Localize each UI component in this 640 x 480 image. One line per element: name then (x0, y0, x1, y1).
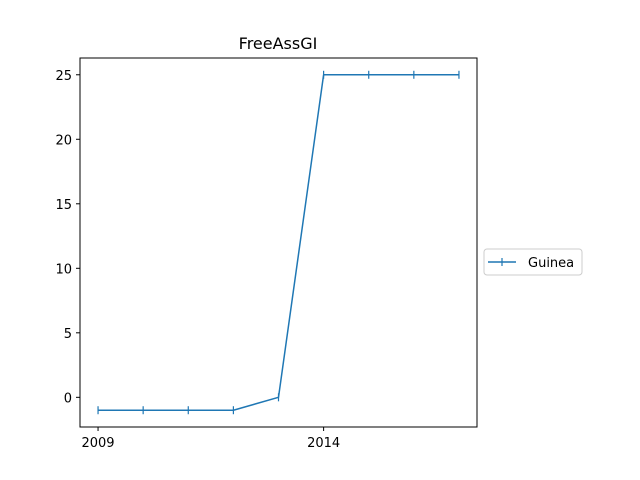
plot-area (97, 70, 460, 415)
y-tick-label: 0 (64, 391, 72, 406)
chart-title: FreeAssGI (239, 34, 318, 53)
y-tick-label: 20 (55, 133, 72, 148)
y-tick-label: 15 (55, 198, 72, 213)
plot-frame (79, 57, 478, 428)
y-tick-label: 25 (55, 69, 72, 84)
legend-box (483, 248, 583, 276)
y-tick-label: 5 (64, 327, 72, 342)
x-tick-label: 2014 (307, 436, 340, 451)
legend: Guinea (483, 248, 583, 276)
x-tick-label: 2009 (81, 436, 114, 451)
x-axis: 2009 2014 (81, 427, 340, 451)
y-axis: 0 5 10 15 20 25 (55, 69, 80, 406)
legend-label-guinea: Guinea (528, 256, 574, 271)
y-tick-label: 10 (55, 262, 72, 277)
